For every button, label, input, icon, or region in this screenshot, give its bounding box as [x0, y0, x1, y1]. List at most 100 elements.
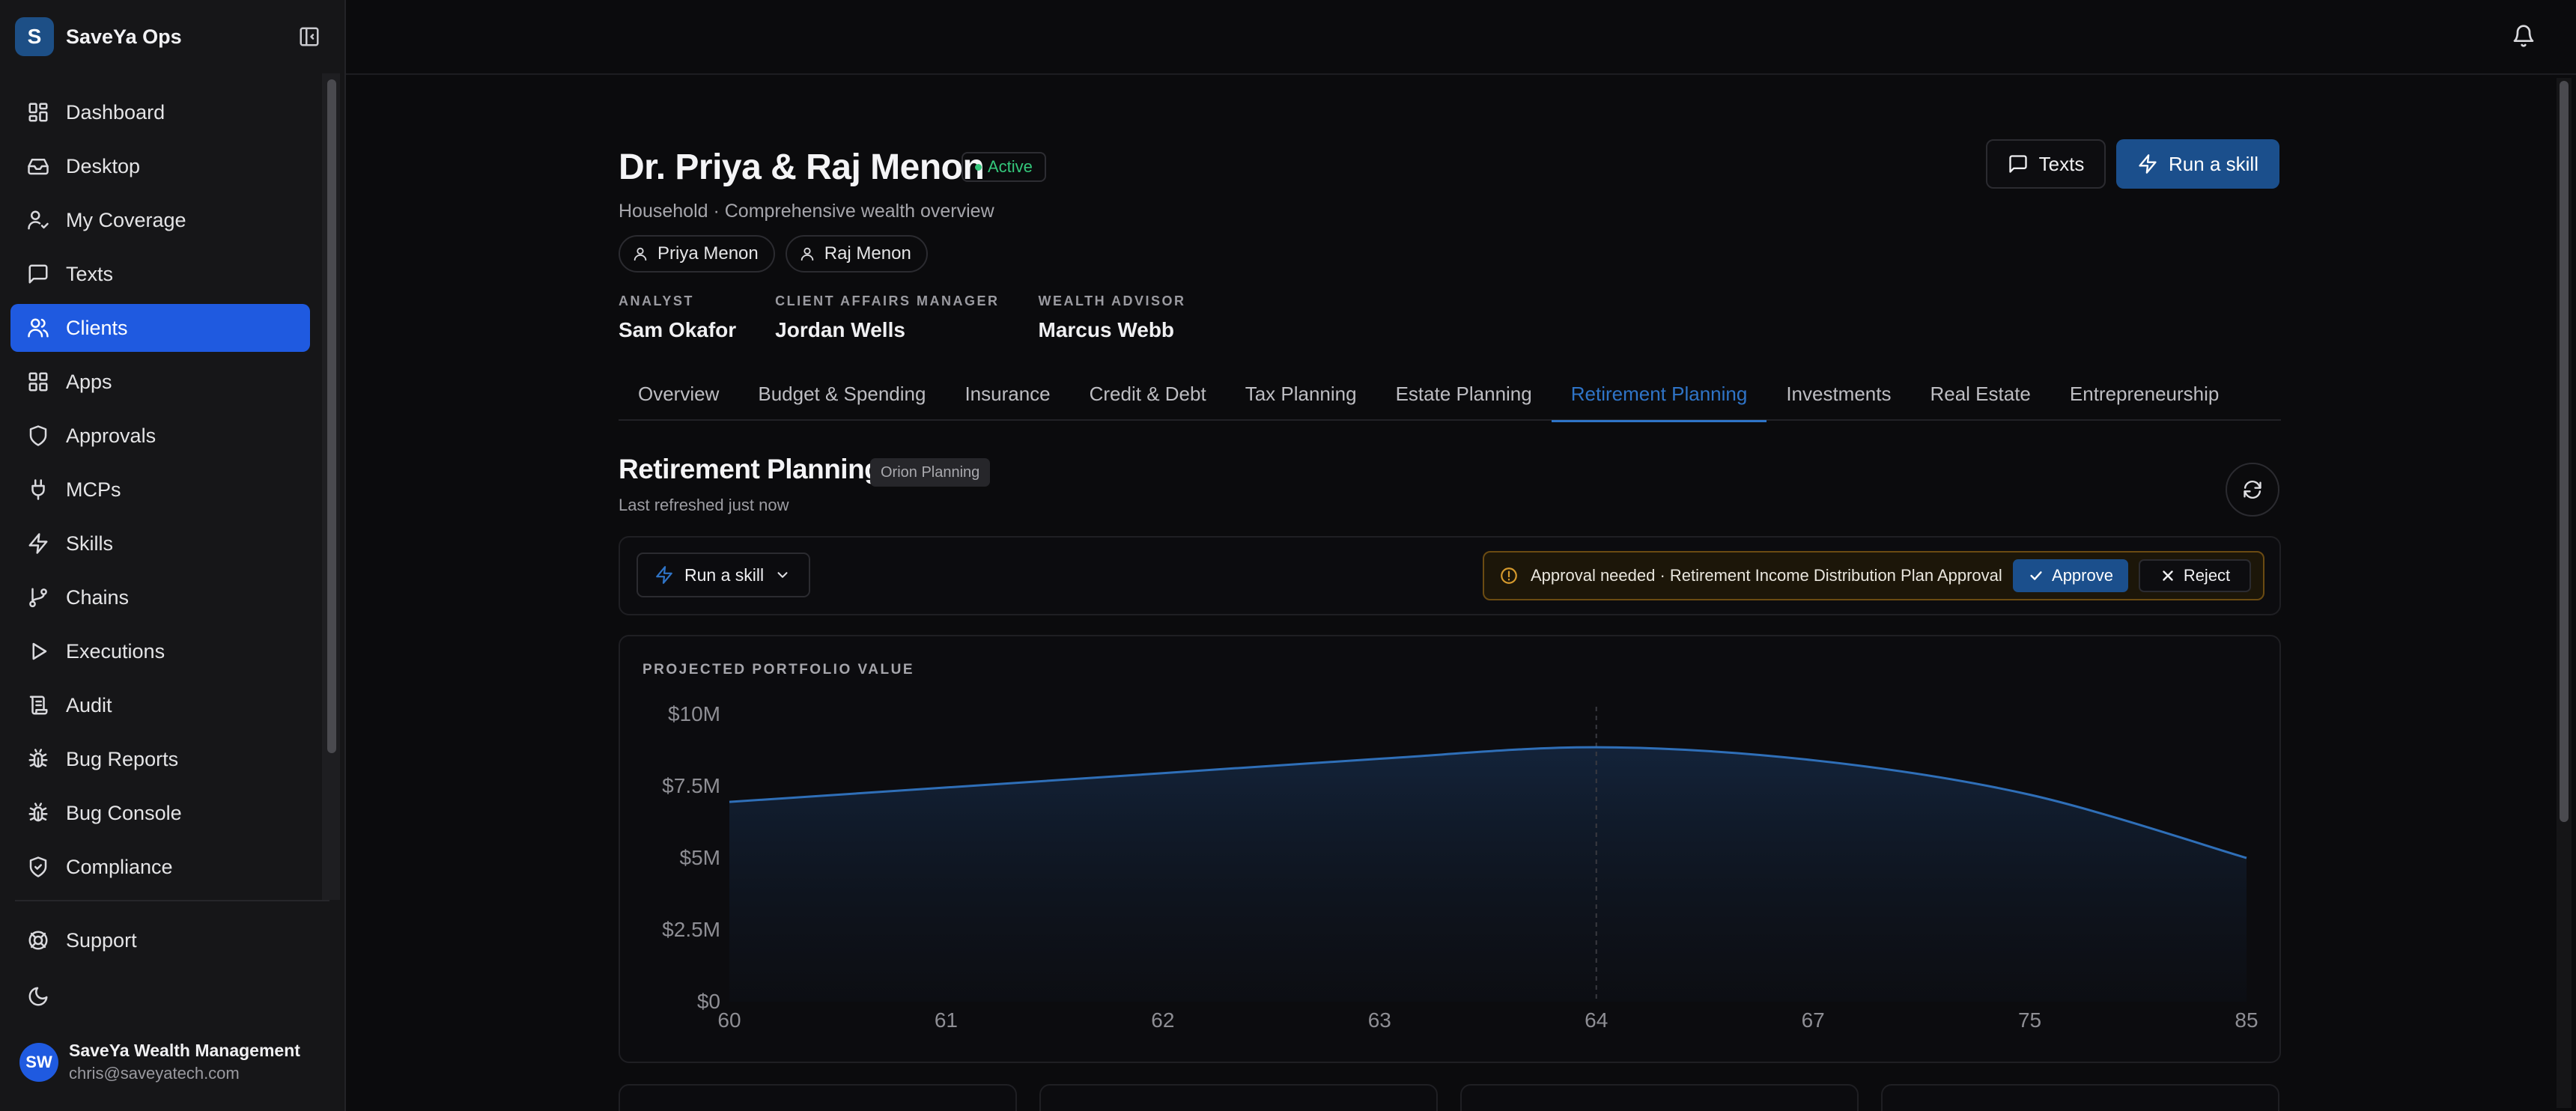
sidebar-item-compliance[interactable]: Compliance: [10, 843, 310, 891]
projected-portfolio-chart: PROJECTED PORTFOLIO VALUE $0 $2.5M $5M $7.5…: [619, 635, 2281, 1063]
brand-name: SaveYa Ops: [66, 25, 182, 48]
play-icon: [32, 642, 47, 660]
bell-icon[interactable]: [2512, 24, 2536, 48]
sidebar-item-apps[interactable]: Apps: [10, 358, 310, 406]
section-title: Retirement Planning: [619, 454, 881, 484]
git-branch-icon: [29, 588, 47, 608]
sidebar-item-label: Desktop: [66, 154, 141, 177]
member-chip[interactable]: Priya Menon: [619, 235, 775, 273]
member-chips: Priya Menon Raj Menon: [619, 235, 938, 273]
x-tick-label: 67: [1802, 1008, 1825, 1032]
summary-card: [1460, 1084, 1859, 1111]
sidebar-item-label: Dashboard: [66, 100, 165, 124]
sidebar-item-dashboard[interactable]: Dashboard: [10, 88, 310, 136]
shield-icon: [29, 425, 47, 446]
team-roles: ANALYST Sam Okafor CLIENT AFFAIRS MANAGE…: [619, 293, 1225, 342]
zap-icon: [28, 533, 48, 554]
user-email: chris@saveyatech.com: [69, 1064, 240, 1083]
run-skill-button[interactable]: Run a skill: [2116, 139, 2279, 189]
approve-button-label: Approve: [2052, 566, 2113, 585]
summary-card: [619, 1084, 1017, 1111]
tab-budget-spending[interactable]: Budget & Spending: [758, 382, 926, 405]
role-value: Sam Okafor: [619, 318, 737, 341]
run-skill-dropdown-label: Run a skill: [684, 564, 765, 585]
moon-icon[interactable]: [27, 985, 49, 1008]
avatar: SW: [19, 1042, 58, 1082]
sidebar-item-mcps[interactable]: MCPs: [10, 466, 310, 514]
action-panel: Run a skill Approval needed · Retirement…: [619, 536, 2281, 615]
approve-button[interactable]: Approve: [2013, 559, 2128, 592]
refresh-button[interactable]: [2226, 463, 2279, 517]
y-tick-label: $10M: [668, 702, 720, 725]
refresh-icon: [2244, 480, 2261, 499]
user-check-icon: [28, 210, 49, 230]
tab-retirement-planning[interactable]: Retirement Planning: [1551, 367, 1767, 422]
texts-button-label: Texts: [2038, 152, 2085, 175]
summary-card: [1881, 1084, 2279, 1111]
tab-credit-debt[interactable]: Credit & Debt: [1089, 382, 1206, 405]
x-tick-label: 60: [717, 1008, 741, 1032]
sidebar-item-chains[interactable]: Chains: [10, 573, 310, 621]
sidebar-item-audit[interactable]: Audit: [10, 681, 310, 729]
sidebar-item-label: Bug Reports: [66, 747, 179, 770]
sidebar-item-label: Approvals: [66, 424, 157, 447]
role-label: ANALYST: [619, 293, 694, 308]
user-name: SaveYa Wealth Management: [69, 1041, 300, 1060]
y-tick-label: $5M: [680, 846, 720, 869]
close-icon: [2163, 570, 2173, 581]
sidebar-item-bug-console[interactable]: Bug Console: [10, 789, 310, 837]
tab-tax-planning[interactable]: Tax Planning: [1245, 382, 1357, 405]
run-skill-dropdown[interactable]: Run a skill: [637, 553, 810, 597]
role-analyst: ANALYST Sam Okafor: [619, 293, 736, 342]
tab-entrepreneurship[interactable]: Entrepreneurship: [2069, 382, 2220, 405]
user-profile[interactable]: SW SaveYa Wealth Management chris@saveya…: [19, 1041, 300, 1083]
shield-check-icon: [29, 856, 47, 877]
tab-estate-planning[interactable]: Estate Planning: [1395, 382, 1532, 405]
member-name: Raj Menon: [824, 243, 911, 264]
sidebar-item-executions[interactable]: Executions: [10, 627, 310, 675]
sidebar-item-clients[interactable]: Clients: [10, 304, 310, 352]
tab-real-estate[interactable]: Real Estate: [1930, 382, 2031, 405]
tab-insurance[interactable]: Insurance: [965, 382, 1051, 405]
summary-card: [1039, 1084, 1438, 1111]
sidebar-item-label: Chains: [66, 585, 130, 609]
x-tick-label: 75: [2018, 1008, 2041, 1032]
texts-button[interactable]: Texts: [1986, 139, 2106, 189]
zap-icon: [656, 566, 672, 584]
x-tick-label: 62: [1151, 1008, 1174, 1032]
bug-icon: [28, 803, 48, 822]
main-scrollbar-thumb[interactable]: [2560, 81, 2569, 822]
sidebar-item-skills[interactable]: Skills: [10, 520, 310, 567]
sidebar-item-label: Apps: [66, 370, 112, 393]
user-icon: [634, 247, 647, 261]
member-chip[interactable]: Raj Menon: [785, 235, 928, 273]
tab-investments[interactable]: Investments: [1786, 382, 1892, 405]
role-label: WEALTH ADVISOR: [1038, 293, 1186, 308]
sidebar-item-label: Executions: [66, 639, 165, 663]
page-subtitle: Household · Comprehensive wealth overvie…: [619, 201, 994, 222]
chart-svg[interactable]: $0 $2.5M $5M $7.5M $10M 60 61 62 63 64 67 75 85: [620, 636, 2279, 1062]
brand[interactable]: S SaveYa Ops: [15, 16, 182, 57]
sidebar-item-texts[interactable]: Texts: [10, 250, 310, 298]
sidebar-item-label: Clients: [66, 316, 128, 339]
chevron-down-icon: [777, 572, 788, 578]
life-buoy-icon: [28, 931, 48, 950]
plug-icon: [31, 479, 45, 500]
sidebar-item-label: My Coverage: [66, 208, 186, 231]
sidebar-divider: [15, 900, 329, 901]
sidebar-item-bug-reports[interactable]: Bug Reports: [10, 735, 310, 783]
sidebar-item-my-coverage[interactable]: My Coverage: [10, 196, 310, 244]
sidebar-scrollbar-thumb[interactable]: [327, 79, 336, 753]
top-bar: [346, 0, 2576, 75]
sidebar-item-support[interactable]: Support: [10, 916, 310, 964]
sidebar-item-desktop[interactable]: Desktop: [10, 142, 310, 190]
sidebar-item-label: Compliance: [66, 855, 173, 878]
tab-overview[interactable]: Overview: [638, 382, 720, 405]
sidebar-collapse-icon[interactable]: [298, 25, 321, 48]
zap-icon: [2139, 154, 2157, 174]
reject-button[interactable]: Reject: [2139, 559, 2251, 592]
sidebar-item-label: Audit: [66, 693, 112, 716]
sidebar-item-approvals[interactable]: Approvals: [10, 412, 310, 460]
y-tick-label: $7.5M: [662, 774, 720, 797]
check-icon: [2030, 571, 2042, 580]
